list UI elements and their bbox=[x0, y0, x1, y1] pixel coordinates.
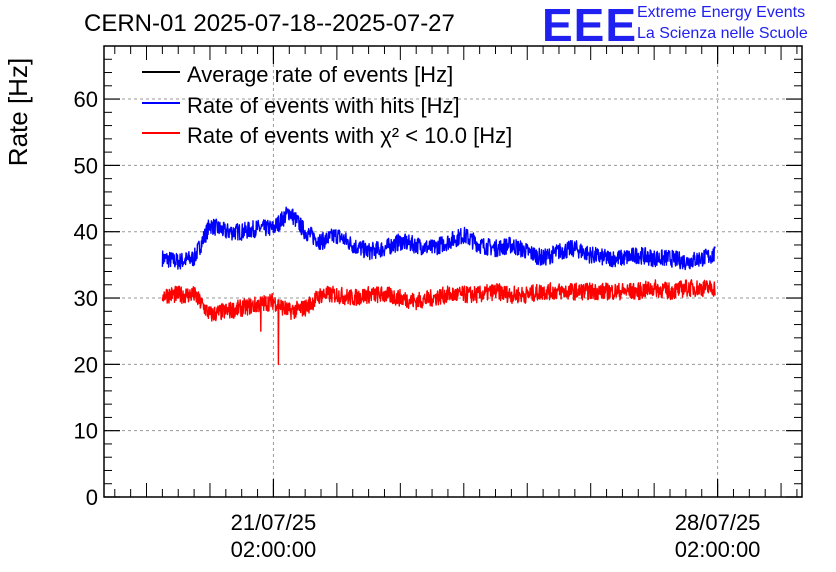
axis-ticks: 010203040506021/07/2502:00:0028/07/2502:… bbox=[74, 45, 802, 562]
legend: Average rate of events [Hz] Rate of event… bbox=[142, 62, 512, 148]
y-tick-label: 10 bbox=[74, 419, 98, 444]
x-tick-time-label: 02:00:00 bbox=[675, 537, 761, 562]
y-tick-label: 0 bbox=[86, 485, 98, 510]
legend-label: Rate of events with χ² < 10.0 [Hz] bbox=[187, 123, 512, 148]
series-line bbox=[161, 279, 716, 366]
x-tick-time-label: 02:00:00 bbox=[231, 537, 317, 562]
y-tick-label: 60 bbox=[74, 87, 98, 112]
legend-label: Average rate of events [Hz] bbox=[187, 62, 453, 87]
y-tick-label: 20 bbox=[74, 352, 98, 377]
series-layer bbox=[161, 206, 716, 366]
logo-line-1: Extreme Energy Events bbox=[637, 4, 806, 21]
x-tick-date-label: 21/07/25 bbox=[231, 510, 317, 535]
y-tick-label: 40 bbox=[74, 220, 98, 245]
series-line bbox=[161, 206, 716, 271]
eee-logo: EEE bbox=[542, 0, 638, 51]
y-axis-label: Rate [Hz] bbox=[3, 58, 33, 166]
chart-title: CERN-01 2025-07-18--2025-07-27 bbox=[84, 10, 455, 37]
logo-line-2: La Scienza nelle Scuole bbox=[637, 25, 808, 42]
x-tick-date-label: 28/07/25 bbox=[675, 510, 761, 535]
y-tick-label: 30 bbox=[74, 286, 98, 311]
legend-label: Rate of events with hits [Hz] bbox=[187, 93, 460, 118]
y-tick-label: 50 bbox=[74, 153, 98, 178]
